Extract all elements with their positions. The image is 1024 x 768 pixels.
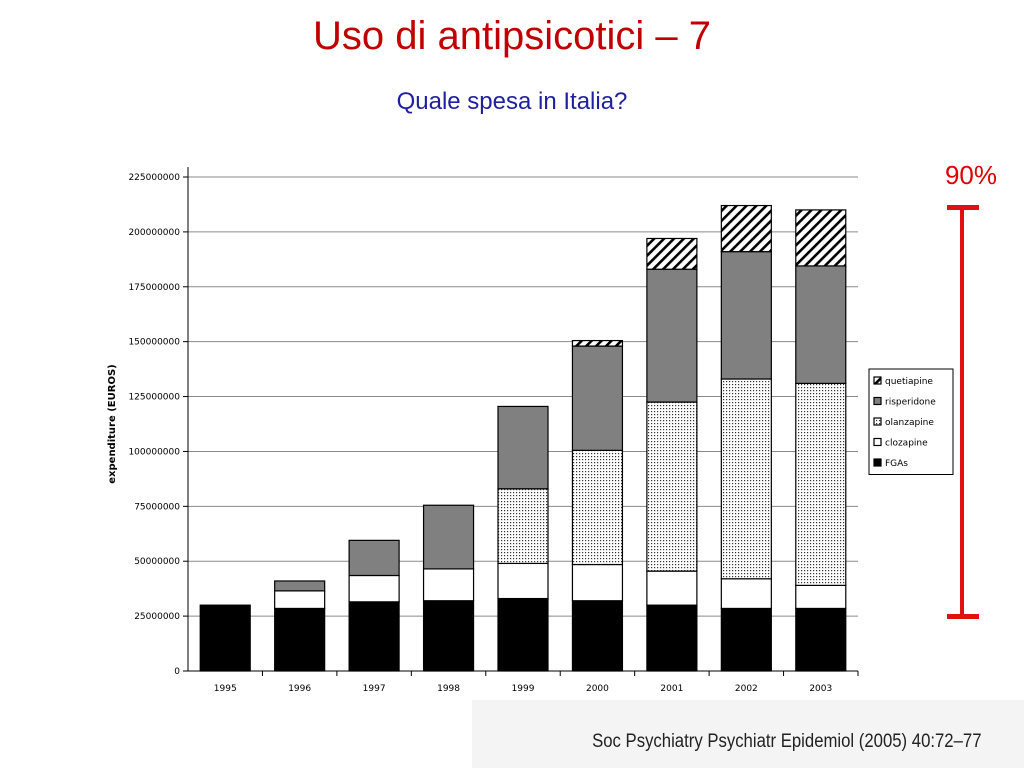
y-tick-label: 125000000 [128,393,180,403]
y-tick-label: 225000000 [128,173,180,183]
page-subtitle: Quale spesa in Italia? [396,88,628,115]
bar-segment-quetiapine-2002 [720,204,772,253]
x-tick-label-1995: 1995 [214,684,237,694]
x-tick-label-2001: 2001 [660,684,683,694]
bar-segment-clozapine-1999 [497,562,549,600]
bar-segment-fgas-2001 [646,604,698,672]
y-tick-label: 100000000 [128,447,180,457]
bar-segment-risperidone-1998 [422,504,475,570]
legend-swatch-risperidone [873,396,882,406]
x-tick-label-1997: 1997 [363,684,386,694]
x-tick-label-1999: 1999 [512,684,535,694]
legend-swatch-clozapine [873,437,882,447]
bar-segment-clozapine-1998 [422,568,475,602]
bar-segment-clozapine-1996 [274,590,326,610]
bar-segment-fgas-1996 [274,607,326,672]
bar-segment-fgas-1997 [348,601,400,672]
bar-segment-fgas-2003 [795,607,847,672]
legend-swatch-olanzapine [873,417,882,426]
y-tick-label: 200000000 [128,228,180,238]
citation: Soc Psychiatry Psychiatr Epidemiol (2005… [592,731,982,752]
y-tick-label: 150000000 [128,338,180,348]
bar-segment-olanzapine-2001 [646,401,698,572]
bar-segment-olanzapine-1999 [497,488,549,565]
percent-label: 90% [944,160,998,190]
bar-segment-olanzapine-2002 [720,378,772,580]
bar-segment-risperidone-2003 [795,265,847,384]
x-tick-label-1998: 1998 [437,684,460,694]
y-axis-label: expenditure (EUROS) [107,364,118,483]
bar-segment-quetiapine-2001 [646,237,698,270]
bar-segment-risperidone-2000 [571,345,624,451]
legend-label-quetiapine: quetiapine [885,377,933,387]
legend-label-risperidone: risperidone [885,398,936,408]
bar-segment-fgas-2002 [720,607,772,672]
bar-segment-risperidone-1999 [497,405,549,490]
y-tick-label: 50000000 [134,557,180,567]
bar-segment-fgas-1999 [497,597,549,672]
y-tick-label: 75000000 [134,502,180,512]
x-tick-label-2000: 2000 [586,684,609,694]
legend-box [868,368,954,475]
range-bracket-bottom [947,614,979,619]
bar-segment-risperidone-2001 [646,268,698,403]
x-tick-label-2003: 2003 [809,684,832,694]
legend-label-olanzapine: olanzapine [885,418,934,428]
y-tick-label: 25000000 [134,612,180,622]
legend-label-clozapine: clozapine [885,439,928,449]
bar-segment-quetiapine-2000 [571,339,624,347]
bar-segment-clozapine-2001 [646,570,698,606]
bar-segment-olanzapine-2000 [571,449,624,566]
bar-segment-quetiapine-2003 [795,209,847,267]
page-title: Uso di antipsicotici – 7 [313,14,711,58]
y-tick-label: 175000000 [128,283,180,293]
bar-segment-clozapine-2000 [571,563,624,602]
range-bracket-top [947,205,979,210]
bar-segment-clozapine-2003 [795,584,847,610]
bar-segment-risperidone-1996 [274,580,326,592]
bar-segment-fgas-1995 [199,604,251,672]
bar-segment-olanzapine-2003 [795,382,847,586]
bar-segment-risperidone-2002 [720,251,772,380]
bar-segment-risperidone-1997 [348,539,400,577]
range-bracket-line [960,205,964,617]
y-tick-label: 0 [174,667,180,677]
citation-box [472,700,1024,768]
x-tick-label-1996: 1996 [288,684,311,694]
bar-segment-fgas-2000 [571,600,624,672]
legend-swatch-quetiapine [873,376,882,385]
bar-segment-fgas-1998 [422,600,475,672]
x-tick-label-2002: 2002 [735,684,758,694]
bar-segment-clozapine-1997 [348,574,400,603]
bar-segment-clozapine-2002 [720,578,772,610]
legend-swatch-fgas [873,458,882,467]
legend-label-fgas: FGAs [885,459,908,469]
